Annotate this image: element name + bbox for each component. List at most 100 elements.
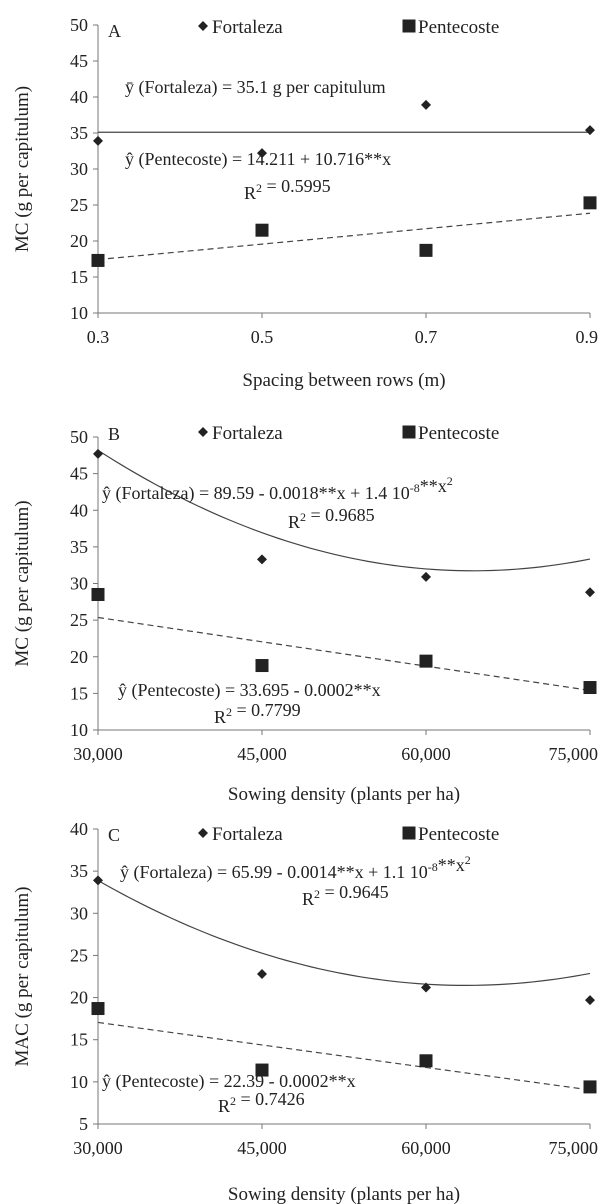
y-axis-title: MAC (g per capitulum) — [12, 887, 33, 1067]
equation-text: ŷ (Pentecoste) = 14.211 + 10.716**x — [125, 149, 391, 170]
equation-annotation: R2 = 0.9685 — [288, 505, 375, 532]
equation-text: = 0.7799 — [232, 700, 301, 720]
y-tick-label: 50 — [70, 427, 88, 447]
legend-marker-fortaleza — [198, 828, 208, 838]
equation-text: ȳ (Fortaleza) = 35.1 g per capitulum — [125, 77, 386, 98]
legend-label-pentecoste: Pentecoste — [418, 824, 499, 845]
x-axis-title: Spacing between rows (m) — [242, 370, 445, 391]
y-tick-label: 15 — [70, 1030, 88, 1050]
data-point-pentecoste — [255, 659, 269, 673]
data-point-fortaleza — [257, 148, 267, 159]
legend-label-pentecoste: Pentecoste — [418, 17, 499, 38]
equation-text: = 0.9645 — [320, 882, 389, 902]
chart-panel-b: 10 15 20 25 30 35 40 45 50 30,000 45,000 60,000 75,0… — [12, 423, 598, 805]
x-tick-label: 30,000 — [73, 744, 123, 764]
data-point-fortaleza — [93, 875, 103, 886]
y-axis-title: MC (g per capitulum) — [12, 86, 33, 252]
x-tick-label: 0.3 — [87, 327, 110, 347]
equation-annotation: ŷ (Pentecoste) = 33.695 - 0.0002**x — [118, 680, 381, 701]
data-point-pentecoste — [419, 243, 433, 257]
x-tick-label: 0.5 — [251, 327, 274, 347]
data-point-fortaleza — [421, 571, 431, 582]
panel-label: C — [108, 825, 120, 845]
y-tick-label: 45 — [70, 464, 88, 484]
y-tick-label: 45 — [70, 51, 88, 71]
legend-marker-pentecoste — [402, 19, 416, 33]
fit-line-pentecoste — [97, 616, 591, 692]
equation-text: = 0.9685 — [306, 505, 375, 525]
x-axis-title: Sowing density (plants per ha) — [228, 784, 460, 805]
y-tick-label: 30 — [70, 159, 88, 179]
panel-label: A — [108, 21, 121, 41]
equation-annotation: ŷ (Pentecoste) = 14.211 + 10.716**x — [125, 149, 391, 170]
y-tick-label: 15 — [70, 683, 88, 703]
y-tick-label: 15 — [70, 267, 88, 287]
y-tick-label: 40 — [70, 500, 88, 520]
x-tick-label: 30,000 — [73, 1138, 123, 1158]
fit-line-fortaleza — [97, 449, 591, 572]
equation-text: R — [218, 1096, 230, 1116]
equation-text: ŷ (Fortaleza) = 89.59 - 0.0018**x + 1.4 … — [102, 483, 410, 504]
data-point-pentecoste — [583, 196, 597, 210]
equation-annotation: R2 = 0.5995 — [244, 176, 331, 203]
data-point-fortaleza — [585, 125, 595, 136]
x-tick-label: 75,000 — [549, 744, 599, 764]
equation-text: **x — [420, 476, 447, 496]
y-tick-label: 25 — [70, 945, 88, 965]
data-point-fortaleza — [257, 968, 267, 979]
superscript-text: 2 — [230, 1094, 236, 1108]
superscript-text: -8 — [428, 860, 438, 874]
y-tick-label: 40 — [70, 87, 88, 107]
y-tick-label: 25 — [70, 610, 88, 630]
legend-label-pentecoste: Pentecoste — [418, 423, 499, 444]
y-tick-label: 50 — [70, 15, 88, 35]
legend: Fortaleza Pentecoste — [198, 17, 499, 38]
superscript-text: 2 — [314, 887, 320, 901]
equation-text: ŷ (Pentecoste) = 33.695 - 0.0002**x — [118, 680, 381, 701]
panel-label: B — [108, 424, 120, 444]
superscript-text: 2 — [300, 510, 306, 524]
equation-text: **x — [438, 855, 465, 875]
equation-annotation: R2 = 0.9645 — [302, 882, 389, 909]
chart-panel-a: 10 15 20 25 30 35 40 45 50 0.3 0.5 0.7 0.9 Spacing be… — [12, 15, 598, 391]
data-point-pentecoste — [255, 223, 269, 237]
data-point-fortaleza — [93, 448, 103, 459]
data-point-pentecoste — [255, 1063, 269, 1077]
fit-line-pentecoste — [97, 212, 591, 261]
equation-text: = 0.5995 — [262, 176, 331, 196]
equation-text: R — [244, 183, 256, 203]
legend-marker-fortaleza — [198, 21, 208, 31]
chart-panel-c: 5 10 15 20 25 30 35 40 30,000 45,000 60,000 75,000 S… — [12, 819, 598, 1204]
superscript-text: -8 — [410, 481, 420, 495]
legend: Fortaleza Pentecoste — [198, 423, 499, 444]
equation-annotation: ŷ (Pentecoste) = 22.39 - 0.0002**x — [102, 1071, 356, 1092]
equation-text: R — [288, 512, 300, 532]
data-point-fortaleza — [421, 982, 431, 993]
equation-annotation: R2 = 0.7799 — [214, 700, 301, 727]
data-point-fortaleza — [257, 554, 267, 565]
data-point-pentecoste — [91, 587, 105, 601]
data-point-pentecoste — [583, 1080, 597, 1094]
superscript-text: 2 — [447, 474, 453, 488]
data-point-fortaleza — [585, 587, 595, 598]
equation-text: ŷ (Fortaleza) = 65.99 - 0.0014**x + 1.1 … — [120, 862, 428, 883]
y-tick-label: 20 — [70, 647, 88, 667]
data-point-pentecoste — [419, 654, 433, 668]
y-tick-label: 10 — [70, 720, 88, 740]
x-tick-label: 45,000 — [237, 1138, 287, 1158]
y-tick-label: 40 — [70, 819, 88, 839]
data-point-fortaleza — [93, 135, 103, 146]
superscript-text: 2 — [465, 853, 471, 867]
x-tick-label: 45,000 — [237, 744, 287, 764]
legend: Fortaleza Pentecoste — [198, 824, 499, 845]
equation-text: = 0.7426 — [236, 1089, 305, 1109]
x-tick-label: 60,000 — [401, 744, 451, 764]
x-axis-title: Sowing density (plants per ha) — [228, 1184, 460, 1204]
y-tick-label: 30 — [70, 903, 88, 923]
x-tick-label: 75,000 — [549, 1138, 599, 1158]
equation-annotation: R2 = 0.7426 — [218, 1089, 305, 1116]
equation-text: R — [302, 889, 314, 909]
equation-annotation: ŷ (Fortaleza) = 65.99 - 0.0014**x + 1.1 … — [120, 853, 471, 883]
x-tick-label: 60,000 — [401, 1138, 451, 1158]
